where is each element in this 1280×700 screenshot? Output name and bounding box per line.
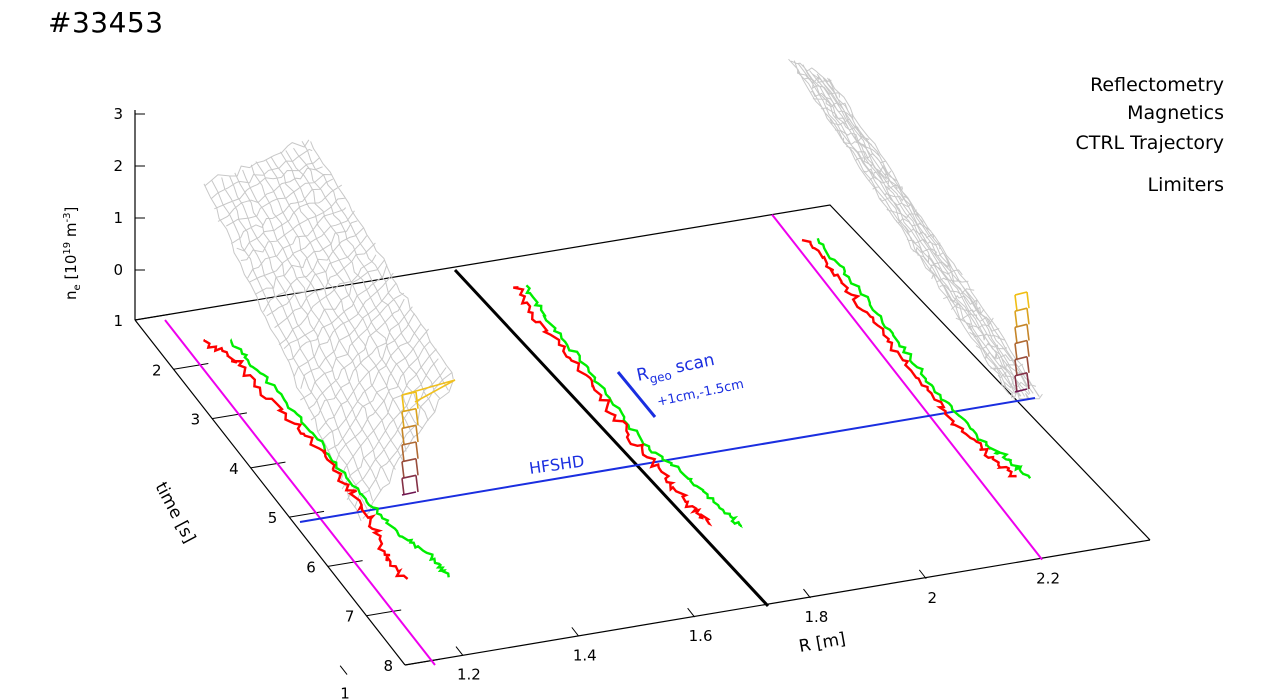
r-axis-line xyxy=(404,539,1151,666)
colored-meshes xyxy=(401,291,1030,496)
r-tick-label: 1 xyxy=(340,685,350,700)
t-tick-label: 7 xyxy=(345,608,355,626)
t-tick-5 xyxy=(327,560,363,567)
r-tick-label: 1.6 xyxy=(689,627,713,645)
hfs-density-surface xyxy=(203,139,454,522)
r-axis-title: R [m] xyxy=(797,629,847,657)
traces xyxy=(203,237,1032,580)
t-tick-label: 1 xyxy=(113,312,123,330)
reflectometry-trace-hfs xyxy=(203,339,409,580)
t-tick-label: 6 xyxy=(306,558,316,576)
t-tick-1 xyxy=(173,363,209,370)
base-plane xyxy=(134,110,1151,675)
magnetics-trace-hfs xyxy=(229,338,450,578)
base-top-edge xyxy=(134,204,1151,541)
z-tick-label: 3 xyxy=(113,105,123,123)
r-tick-label: 1.4 xyxy=(573,646,597,664)
r-tick-2 xyxy=(571,627,580,637)
z-tick-label: 2 xyxy=(113,157,123,175)
ctrl-line xyxy=(453,268,770,608)
hfshd-line xyxy=(299,397,1036,523)
legend-reflectometry: Reflectometry xyxy=(1090,74,1224,96)
hfshd-rule xyxy=(299,397,1036,523)
r-tick-4 xyxy=(803,588,811,599)
lfs-profile-mesh xyxy=(1014,291,1030,393)
t-tick-4 xyxy=(289,510,325,518)
t-tick-label: 2 xyxy=(152,361,162,379)
limiter-lines xyxy=(164,213,1043,666)
hfs-mesh-top xyxy=(401,379,456,403)
density-axis-title: ne [1019 m-3] xyxy=(62,207,83,300)
lfs-density-surface xyxy=(788,58,1043,400)
rgeo-label: Rgeo scan xyxy=(635,350,717,389)
r-tick-3 xyxy=(687,607,695,618)
reflectometry-trace-lfs xyxy=(801,238,1017,478)
z-tick-label: 1 xyxy=(113,209,123,227)
tick-labels: 1 1.2 1.4 1.6 1.8 2 2.2 1 2 3 4 5 6 7 8 0 1 2 3 xyxy=(113,105,1060,700)
t-tick-label: 4 xyxy=(229,460,239,478)
hfs-profile-mesh xyxy=(401,391,419,496)
r-tick-0 xyxy=(339,665,348,675)
r-tick-1 xyxy=(455,646,464,656)
time-axis-title: time [s] xyxy=(151,479,200,547)
hfshd-label: HFSHD xyxy=(528,451,586,478)
z-tick-label: 0 xyxy=(113,261,123,279)
t-tick-0 xyxy=(134,313,170,321)
magnetics-trace-lfs xyxy=(816,237,1032,479)
t-tick-7 xyxy=(404,658,440,666)
r-tick-label: 1.2 xyxy=(457,665,481,683)
t-tick-label: 3 xyxy=(191,411,201,429)
time-axis-line xyxy=(134,319,406,666)
magnetics-trace-center xyxy=(525,284,744,529)
rgeo-scan-annotation: Rgeo scan +1cm,-1.5cm xyxy=(616,350,745,418)
t-tick-label: 8 xyxy=(383,657,393,675)
t-tick-label: 5 xyxy=(268,509,278,527)
r-tick-label: 1.8 xyxy=(804,608,828,626)
tick-marks xyxy=(134,113,1043,675)
density-surfaces xyxy=(203,58,1043,522)
r-tick-label: 2.2 xyxy=(1036,570,1060,588)
t-tick-2 xyxy=(212,412,247,420)
legend-ctrl-trajectory: CTRL Trajectory xyxy=(1075,132,1224,154)
r-tick-label: 2 xyxy=(927,589,937,607)
t-tick-3 xyxy=(250,461,286,469)
limiter-line-0 xyxy=(164,319,436,666)
limiter-line-1 xyxy=(771,213,1043,561)
r-tick-5 xyxy=(918,569,927,580)
legend-limiters: Limiters xyxy=(1147,174,1224,196)
shot-number: #33453 xyxy=(48,6,164,39)
t-tick-6 xyxy=(366,609,402,617)
reflectometry-trace-center xyxy=(513,286,713,527)
legend-magnetics: Magnetics xyxy=(1127,102,1224,124)
rgeo-scan-marker xyxy=(616,371,657,418)
ctrl-trajectory xyxy=(453,268,770,608)
